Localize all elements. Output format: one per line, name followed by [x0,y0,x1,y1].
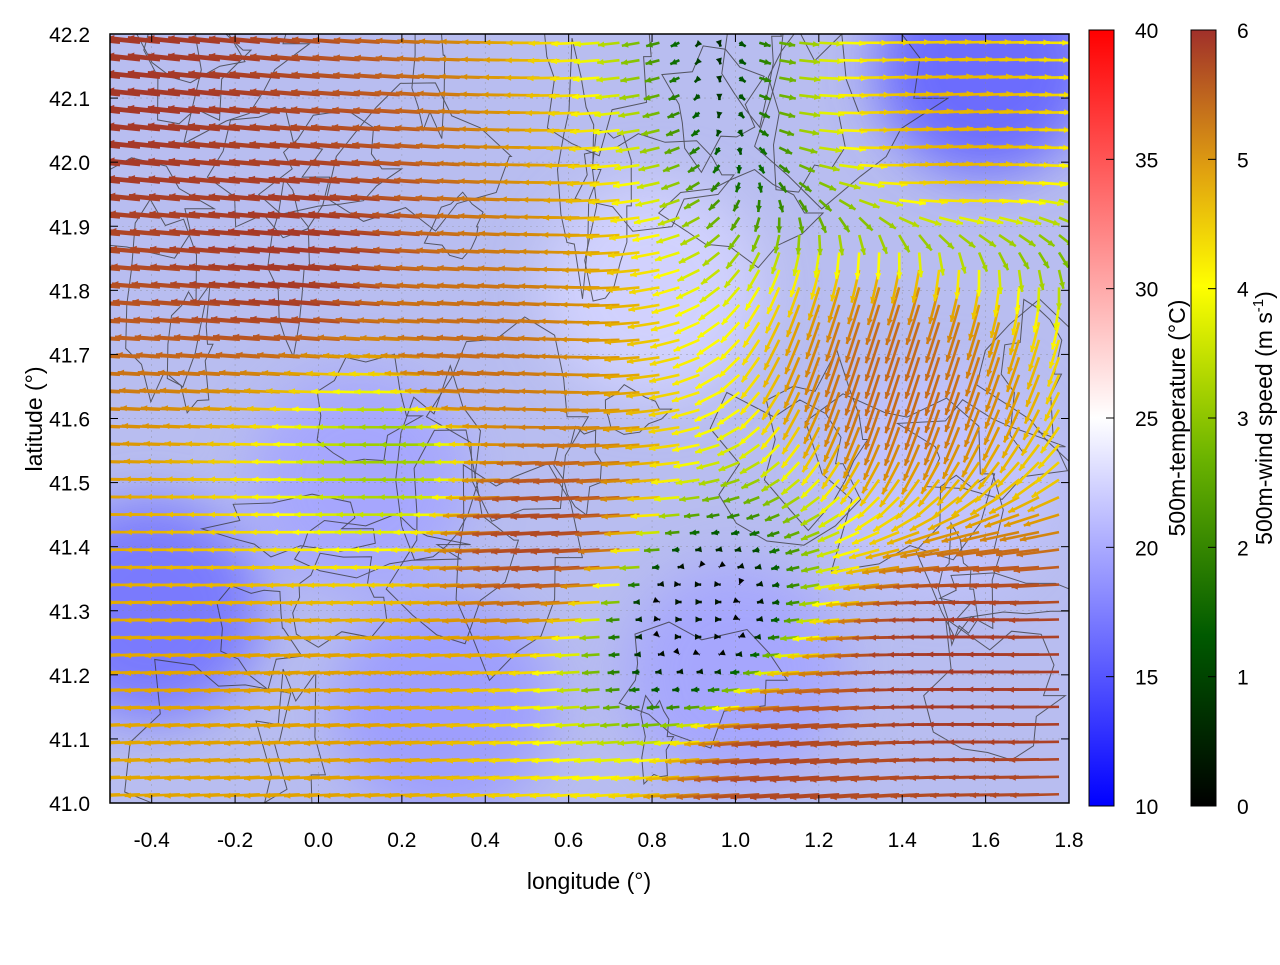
x-tick-label: 1.6 [971,829,1000,852]
x-tick-label: 1.8 [1054,829,1083,852]
y-axis-label: latitude (°) [21,366,47,471]
y-tick-label: 41.6 [49,409,90,432]
colorbar-tick-label: 3 [1237,408,1249,431]
x-tick-label: 0.4 [471,829,501,852]
wind-colorbar-label-main: 500m-wind speed (m s [1251,312,1277,545]
y-tick-label: 41.0 [49,793,90,816]
x-tick-label: 1.4 [888,829,918,852]
y-tick-label: 41.8 [49,280,90,303]
x-tick-label: 0.8 [637,829,666,852]
y-tick-label: 41.7 [49,344,90,367]
y-tick-label: 42.2 [49,24,90,47]
y-tick-label: 42.1 [49,88,90,111]
x-tick-label: 1.2 [804,829,833,852]
wind-colorbar-label: 500m-wind speed (m s-1) [1250,291,1277,545]
y-tick-label: 41.3 [49,601,90,624]
colorbar-tick-label: 0 [1237,796,1249,819]
colorbar-tick-label: 35 [1135,149,1158,172]
x-tick-label: -0.2 [217,829,253,852]
colorbar-tick-label: 6 [1237,20,1249,43]
y-tick-label: 41.5 [49,473,90,496]
colorbar-tick-label: 10 [1135,796,1158,819]
plot-area [18,0,1131,870]
y-tick-label: 41.4 [49,537,90,560]
colorbar-tick-label: 15 [1135,667,1158,690]
colorbar-tick-label: 1 [1237,667,1249,690]
wind-colorbar-label-end: ) [1251,291,1277,299]
x-axis-label: longitude (°) [527,868,651,894]
x-tick-label: 0.0 [304,829,333,852]
y-tick-label: 41.9 [49,216,90,239]
colorbar-tick-label: 20 [1135,537,1158,560]
colorbar-tick-label: 5 [1237,149,1249,172]
x-tick-label: -0.4 [134,829,171,852]
colorbar-tick-label: 40 [1135,20,1158,43]
y-tick-label: 42.0 [49,152,90,175]
x-tick-label: 0.6 [554,829,583,852]
colorbar-tick-label: 4 [1237,279,1249,302]
colorbar-tick-label: 25 [1135,408,1158,431]
wind-colorbar-label-sup: -1 [1250,299,1267,312]
x-tick-label: 1.0 [721,829,750,852]
colorbar-tick-label: 30 [1135,279,1158,302]
x-tick-label: 0.2 [387,829,416,852]
y-tick-label: 41.1 [49,729,90,752]
temperature-colorbar-label: 500m-temperature (°C) [1164,300,1190,537]
y-tick-label: 41.2 [49,665,90,688]
colorbar-tick-label: 2 [1237,537,1249,560]
